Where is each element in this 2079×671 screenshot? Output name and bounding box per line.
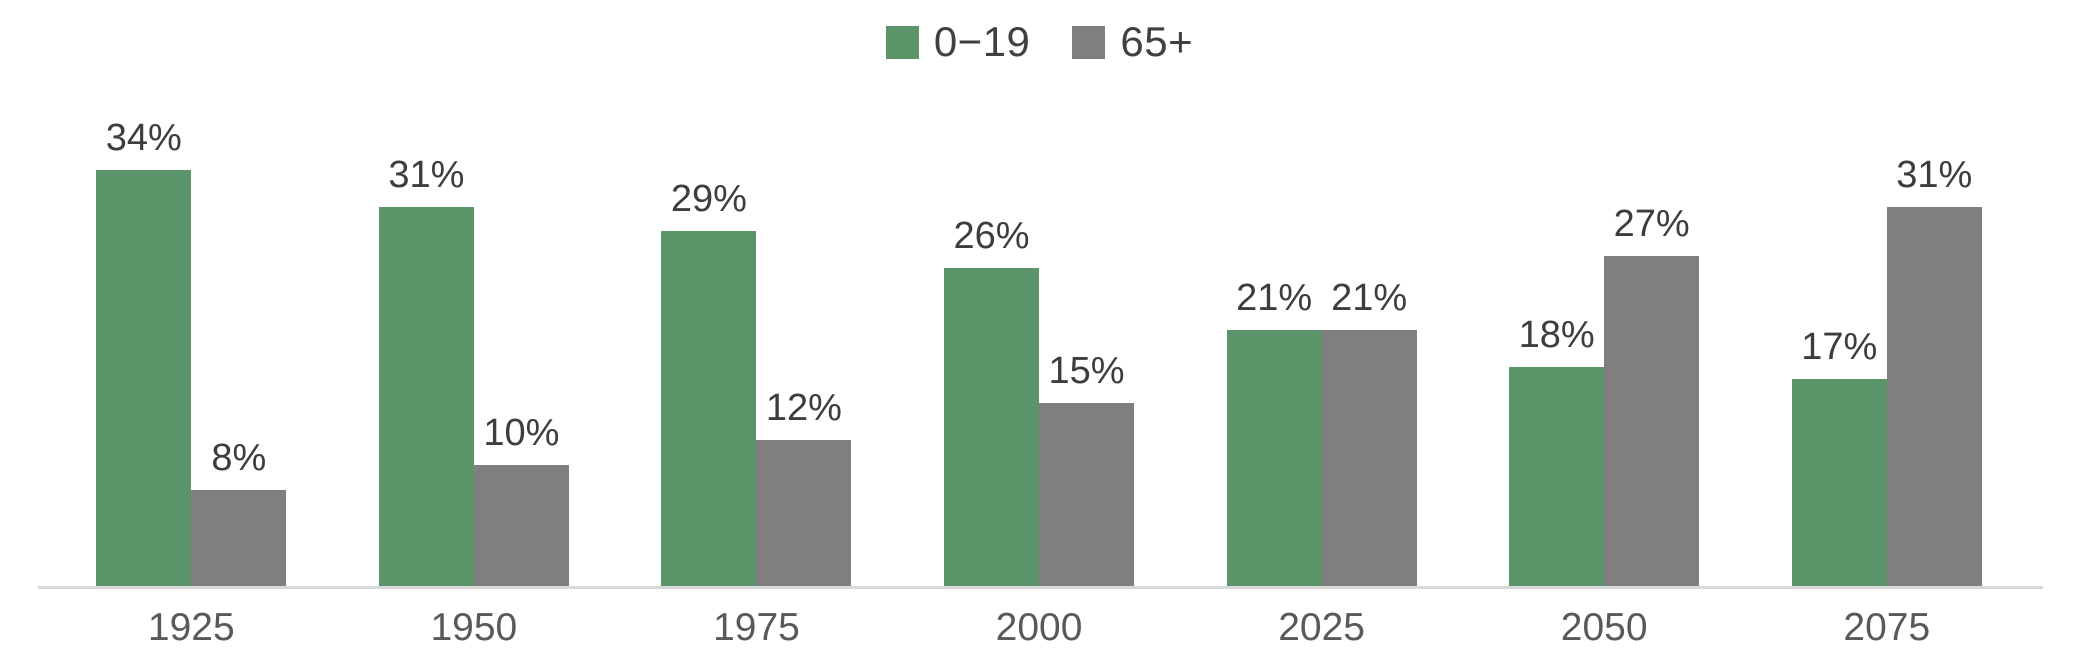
bar-group-1925: 34% 8% (50, 70, 333, 588)
bar-column: 12% (756, 387, 852, 588)
bar (944, 268, 1040, 588)
legend-item-age-65-plus: 65+ (1072, 21, 1193, 63)
bar-column: 17% (1791, 326, 1887, 588)
bar (191, 490, 287, 588)
bar-group-1975: 29% 12% (615, 70, 898, 588)
x-tick-label: 1925 (147, 606, 235, 649)
bar-column: 10% (473, 412, 569, 588)
legend-item-age-0-19: 0−19 (885, 18, 1031, 65)
bar-group-2050: 18% 27% (1463, 70, 1746, 588)
x-tick-label: 2050 (1560, 606, 1648, 649)
x-tick-label: 1950 (430, 606, 518, 649)
bar-column: 34% (96, 117, 192, 588)
x-axis-labels: 1925 1950 1975 2000 2025 2050 2075 (50, 608, 2028, 647)
bar (661, 231, 757, 588)
bar-column: 31% (378, 154, 474, 588)
bar (378, 207, 474, 588)
bar-column: 29% (661, 178, 757, 588)
bar-group-2000: 26% 15% (898, 70, 1181, 588)
bar-group-1950: 31% 10% (333, 70, 616, 588)
x-tick-label: 2025 (1278, 606, 1365, 649)
bar (1886, 207, 1982, 588)
x-tick-label: 2075 (1843, 606, 1931, 649)
bar (1039, 403, 1135, 588)
bar-group-2025: 21% 21% (1180, 70, 1463, 588)
bar-column: 21% (1321, 277, 1417, 588)
data-label: 21% (1236, 277, 1313, 319)
bar (1509, 367, 1605, 588)
x-axis-line (38, 586, 2043, 589)
bar-group-2075: 17% 31% (1745, 70, 2028, 588)
bar (1604, 256, 1700, 588)
bar-column: 18% (1509, 314, 1605, 588)
bar-column: 15% (1039, 350, 1135, 588)
legend-label-65-plus: 65+ (1120, 18, 1194, 65)
data-label: 34% (105, 117, 182, 159)
data-label: 12% (765, 387, 842, 429)
x-tick-label: 2000 (995, 606, 1083, 649)
bar-column: 8% (191, 437, 287, 588)
data-label: 17% (1801, 326, 1878, 368)
bar-column: 21% (1226, 277, 1322, 588)
data-label: 18% (1518, 314, 1595, 356)
data-label: 21% (1331, 277, 1408, 319)
legend: 0−19 65+ (0, 18, 2079, 66)
bar (96, 170, 192, 588)
data-label: 8% (211, 437, 267, 479)
bar-column: 27% (1604, 203, 1700, 588)
bar-column: 31% (1886, 154, 1982, 588)
bar (1321, 330, 1417, 588)
data-label: 15% (1048, 350, 1125, 392)
data-label: 26% (953, 215, 1030, 257)
plot-area: 34% 8% 31% 10% 29% 12% 26% 15% 21% 21% 18% 27% 17% 31… (50, 70, 2028, 588)
data-label: 31% (388, 154, 465, 196)
x-tick-label: 1975 (713, 606, 800, 649)
legend-swatch-gray-icon (1072, 25, 1106, 59)
data-label: 29% (670, 178, 747, 220)
data-label: 10% (483, 412, 560, 454)
data-label: 27% (1613, 203, 1690, 245)
bar (1791, 379, 1887, 588)
bar (1226, 330, 1322, 588)
legend-swatch-green-icon (885, 25, 919, 59)
bar (756, 440, 852, 588)
legend-label-0-19: 0−19 (933, 18, 1031, 65)
bar (473, 465, 569, 588)
data-label: 31% (1896, 154, 1973, 196)
bar-column: 26% (944, 215, 1040, 588)
